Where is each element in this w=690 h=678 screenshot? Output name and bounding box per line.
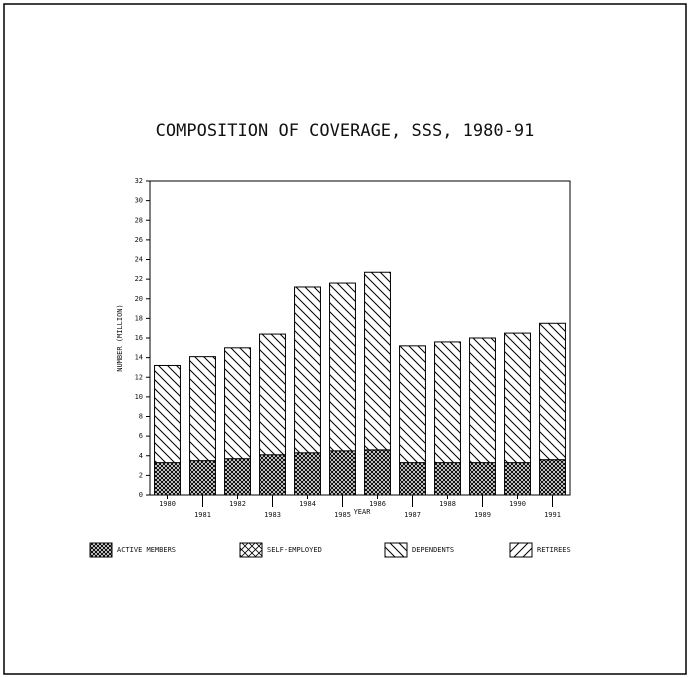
legend-label: DEPENDENTS [412,546,454,554]
y-tick-label: 18 [135,314,143,322]
x-tick-label: 1991 [544,511,561,519]
bar-segment [154,462,181,496]
bar-segment [224,347,251,460]
x-tick-label: 1989 [474,511,491,519]
y-tick-label: 10 [135,393,143,401]
legend-label: ACTIVE MEMBERS [117,546,176,554]
bar-segment [399,345,426,464]
x-tick-label: 1983 [264,511,281,519]
bar-segment [329,450,356,496]
bar-segment [504,332,531,464]
x-tick-label: 1987 [404,511,421,519]
y-tick-label: 4 [139,452,143,460]
bar-segment [329,282,356,452]
bar-segment [434,462,461,496]
x-tick-label: 1982 [229,500,246,508]
bar-segment [189,460,216,496]
y-tick-label: 14 [135,354,143,362]
bar-segment [539,322,566,461]
y-tick-label: 24 [135,256,143,264]
bar-segment [504,462,531,496]
bar-segment [434,341,461,464]
y-tick-label: 20 [135,295,143,303]
x-tick-label: 1988 [439,500,456,508]
y-tick-label: 16 [135,334,143,342]
bar-segment [469,462,496,496]
bar-segment [154,364,181,464]
y-tick-label: 28 [135,216,143,224]
y-tick-label: 8 [139,413,143,421]
x-tick-label: 1986 [369,500,386,508]
bar-segment [539,459,566,496]
bar-segment [259,333,286,456]
legend-label: SELF-EMPLOYED [267,546,322,554]
bar-segment [224,458,251,496]
legend-swatch [509,542,533,558]
bar-segment [399,462,426,496]
legend-swatch [89,542,113,558]
bar-segment [294,452,321,496]
y-tick-label: 6 [139,432,143,440]
y-tick-label: 26 [135,236,143,244]
x-tick-label: 1984 [299,500,316,508]
bar-segment [294,286,321,454]
chart-title: COMPOSITION OF COVERAGE, SSS, 1980-91 [156,121,535,141]
y-tick-label: 22 [135,275,143,283]
y-tick-label: 32 [135,177,143,185]
legend-swatch [384,542,408,558]
x-axis-label: YEAR [354,508,372,516]
y-tick-label: 12 [135,373,143,381]
y-tick-label: 30 [135,197,143,205]
legend-label: RETIREES [537,546,571,554]
x-tick-label: 1981 [194,511,211,519]
x-tick-label: 1980 [159,500,176,508]
y-axis-label: NUMBER (MILLION) [116,304,124,371]
bar-segment [469,337,496,464]
bar-segment [259,454,286,496]
page-frame [3,3,687,675]
y-tick-label: 0 [139,491,143,499]
bar-segment [364,271,391,451]
x-tick-label: 1990 [509,500,526,508]
x-tick-label: 1985 [334,511,351,519]
bar-segment [189,356,216,462]
legend-swatch [239,542,263,558]
bar-segment [364,449,391,496]
y-tick-label: 2 [139,471,143,479]
